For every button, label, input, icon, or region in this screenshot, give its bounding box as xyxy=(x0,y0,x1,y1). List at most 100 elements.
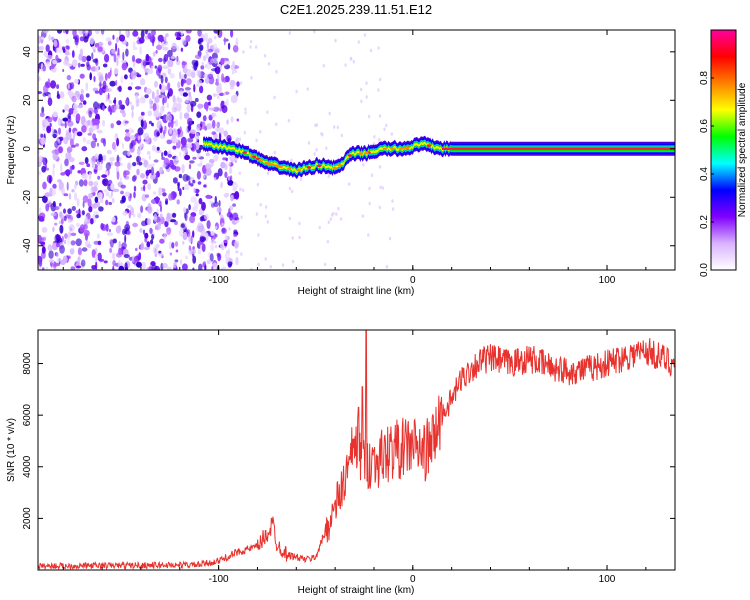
y-tick-label: 0 xyxy=(22,146,33,152)
faint-speck xyxy=(204,64,208,68)
noise-speck xyxy=(212,57,219,64)
noise-speck xyxy=(135,58,142,64)
noise-speck xyxy=(226,119,229,125)
noise-speck xyxy=(83,179,88,187)
noise-speck xyxy=(45,44,50,52)
noise-speck xyxy=(84,157,89,164)
noise-speck xyxy=(118,105,122,110)
noise-speck xyxy=(198,144,204,150)
noise-speck xyxy=(154,80,158,88)
faint-speck xyxy=(368,186,371,191)
noise-speck xyxy=(116,36,119,43)
noise-speck xyxy=(113,67,119,75)
noise-speck xyxy=(223,130,228,137)
noise-speck xyxy=(163,53,169,62)
noise-speck xyxy=(146,164,153,169)
noise-speck xyxy=(41,236,46,242)
noise-speck xyxy=(171,106,174,113)
noise-speck xyxy=(173,261,177,269)
faint-speck xyxy=(264,214,267,219)
noise-speck xyxy=(166,139,172,145)
noise-speck xyxy=(48,259,55,263)
noise-speck xyxy=(103,226,109,231)
noise-speck xyxy=(96,142,100,147)
faint-speck xyxy=(290,189,294,194)
faint-speck xyxy=(369,48,373,53)
faint-speck xyxy=(214,244,218,249)
noise-speck xyxy=(91,125,98,131)
noise-speck xyxy=(187,137,194,143)
noise-speck xyxy=(164,125,167,134)
noise-speck xyxy=(183,112,190,119)
x-tick-label: 0 xyxy=(410,275,416,286)
noise-speck xyxy=(140,30,145,39)
noise-speck xyxy=(193,187,196,194)
noise-speck xyxy=(188,180,191,186)
noise-speck xyxy=(41,36,45,40)
noise-speck xyxy=(50,212,57,217)
faint-speck xyxy=(379,185,382,190)
faint-speck xyxy=(266,110,269,114)
noise-speck xyxy=(96,233,100,239)
noise-speck xyxy=(52,226,55,233)
noise-speck xyxy=(78,179,84,187)
noise-speck xyxy=(76,222,80,228)
noise-speck xyxy=(195,132,200,141)
noise-speck xyxy=(88,110,92,118)
noise-speck xyxy=(89,218,94,225)
noise-speck xyxy=(175,36,182,41)
noise-speck xyxy=(169,127,173,135)
spectrogram-panel: -100 0 100 -40 -20 0 20 40 Height of straight l… xyxy=(6,29,676,297)
noise-speck xyxy=(70,240,76,246)
noise-speck xyxy=(54,148,60,155)
noise-speck xyxy=(148,155,151,160)
faint-speck xyxy=(291,236,294,240)
faint-speck xyxy=(313,152,316,156)
noise-speck xyxy=(225,157,228,162)
noise-speck xyxy=(162,46,169,51)
noise-speck xyxy=(122,150,129,156)
noise-speck xyxy=(121,62,128,71)
noise-speck xyxy=(56,30,63,34)
faint-speck xyxy=(256,182,260,187)
noise-speck xyxy=(46,54,53,60)
faint-speck xyxy=(390,132,393,136)
noise-speck xyxy=(158,94,163,99)
noise-speck xyxy=(194,54,202,60)
noise-speck xyxy=(116,252,123,258)
faint-speck xyxy=(257,262,260,267)
noise-speck xyxy=(130,70,137,79)
noise-speck xyxy=(190,129,197,135)
noise-speck xyxy=(102,120,106,127)
noise-speck xyxy=(184,154,191,161)
noise-speck xyxy=(234,65,240,69)
noise-speck xyxy=(110,191,113,197)
noise-speck xyxy=(41,267,45,270)
noise-speck xyxy=(93,181,99,187)
noise-speck xyxy=(229,85,235,90)
noise-speck xyxy=(224,171,228,179)
faint-speck xyxy=(231,70,235,75)
noise-speck xyxy=(174,138,179,143)
noise-speck xyxy=(176,181,181,187)
noise-speck xyxy=(152,51,156,57)
noise-speck xyxy=(132,41,136,48)
noise-speck xyxy=(44,192,51,198)
noise-speck xyxy=(77,256,81,262)
noise-speck xyxy=(109,195,112,199)
noise-speck xyxy=(58,220,62,224)
noise-speck xyxy=(98,206,104,212)
noise-speck xyxy=(208,158,215,164)
noise-speck xyxy=(77,104,84,109)
faint-speck xyxy=(340,133,343,138)
noise-speck xyxy=(152,246,159,255)
noise-speck xyxy=(180,30,184,36)
noise-speck xyxy=(49,122,52,128)
noise-speck xyxy=(65,38,70,45)
faint-speck xyxy=(228,227,231,231)
noise-speck xyxy=(48,175,52,184)
noise-speck xyxy=(155,196,160,205)
noise-speck xyxy=(86,163,91,167)
noise-speck xyxy=(93,101,99,110)
faint-speck xyxy=(244,111,247,115)
